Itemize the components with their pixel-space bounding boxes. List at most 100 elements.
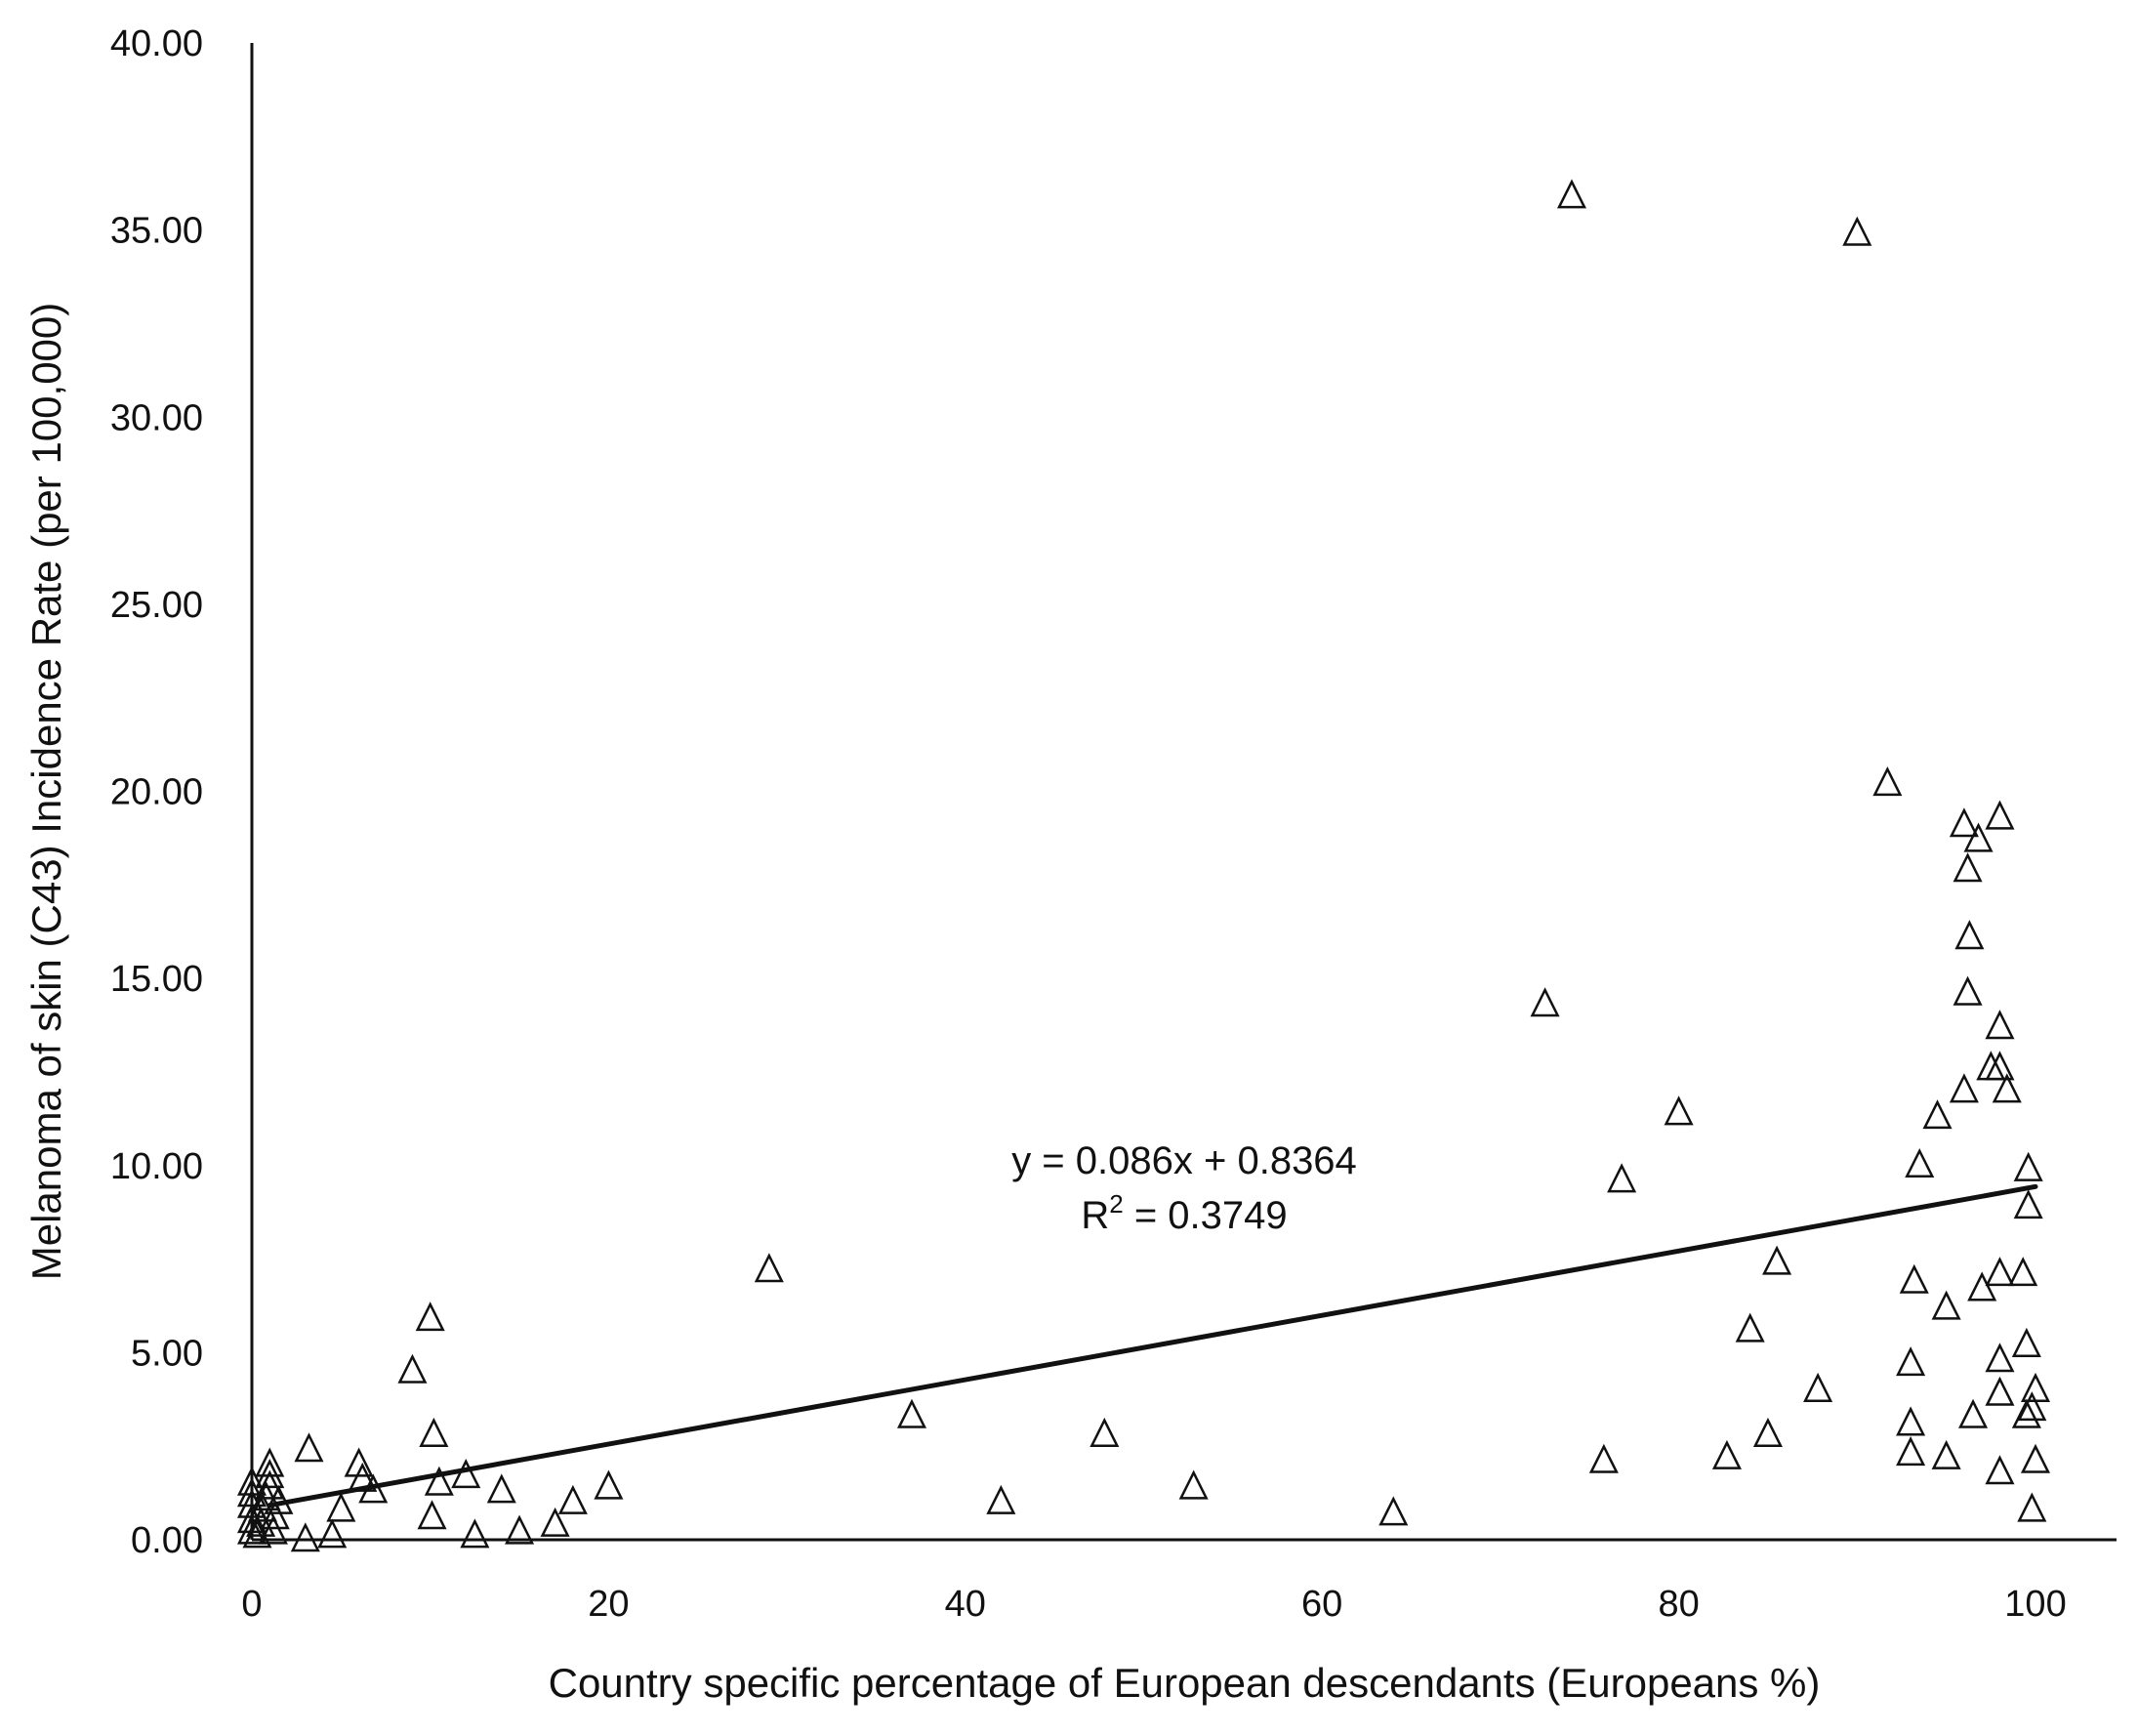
data-point: [1976, 1051, 2006, 1081]
y-tick-label: 40.00: [110, 23, 203, 64]
data-point: [255, 1447, 285, 1477]
data-point: [1985, 800, 2015, 830]
data-point: [1178, 1469, 1209, 1500]
data-point: [1711, 1439, 1742, 1469]
data-point: [557, 1484, 588, 1514]
data-point: [290, 1522, 320, 1552]
data-point: [1985, 1455, 2015, 1485]
data-point: [417, 1500, 447, 1530]
data-point: [451, 1459, 481, 1489]
data-point: [1985, 1051, 2015, 1081]
data-point: [236, 1477, 267, 1508]
data-point: [424, 1466, 454, 1496]
data-point: [236, 1514, 267, 1545]
trendline-equation: y = 0.086x + 0.8364: [1011, 1139, 1357, 1182]
data-point: [754, 1253, 784, 1283]
data-point: [2020, 1443, 2051, 1473]
data-point: [344, 1447, 374, 1477]
data-point: [2008, 1257, 2038, 1287]
data-point: [2011, 1327, 2041, 1357]
y-axis-tick-labels: 0.00 5.00 10.00 15.00 20.00 25.00 30.00 35.00 40…: [110, 23, 203, 1561]
x-axis-title: Country specific percentage of European …: [549, 1660, 1821, 1706]
data-point: [1949, 807, 1979, 838]
data-point: [1530, 987, 1560, 1017]
data-point: [896, 1398, 927, 1428]
x-tick-label: 80: [1658, 1584, 1699, 1625]
data-point: [294, 1432, 324, 1463]
trend-line: [267, 1183, 2038, 1509]
data-point: [486, 1473, 516, 1504]
data-point: [1992, 1073, 2022, 1103]
data-point: [255, 1469, 285, 1500]
x-tick-label: 0: [241, 1584, 262, 1625]
data-point: [1953, 852, 1983, 883]
data-point: [1958, 1398, 1989, 1428]
data-point: [2017, 1492, 2047, 1522]
x-tick-label: 60: [1301, 1584, 1342, 1625]
y-tick-label: 10.00: [110, 1146, 203, 1187]
data-point: [1985, 1376, 2015, 1406]
data-point: [397, 1353, 428, 1384]
data-point: [2011, 1398, 2041, 1428]
data-point: [1752, 1417, 1783, 1447]
data-point: [1842, 216, 1872, 246]
r-squared-superscript: 2: [1109, 1189, 1123, 1219]
x-axis-tick-labels: 0 20 40 60 80 100: [241, 1584, 2066, 1625]
data-point: [1762, 1245, 1792, 1275]
data-point: [1931, 1290, 1961, 1320]
x-tick-label: 100: [2004, 1584, 2066, 1625]
x-tick-label: 20: [588, 1584, 629, 1625]
data-point: [1954, 920, 1985, 950]
data-point: [1607, 1163, 1637, 1193]
data-point: [1985, 1010, 2015, 1040]
data-point: [1556, 179, 1587, 209]
r-squared-prefix: R: [1081, 1194, 1109, 1237]
y-axis-title: Melanoma of skin (C43) Incidence Rate (p…: [23, 303, 69, 1281]
x-tick-label: 40: [945, 1584, 986, 1625]
data-point: [1905, 1147, 1935, 1178]
data-point: [2020, 1372, 2051, 1402]
trendline-r-squared: R2 = 0.3749: [1081, 1189, 1287, 1237]
data-point: [1949, 1073, 1979, 1103]
data-point: [1985, 1343, 2015, 1373]
data-point: [540, 1507, 570, 1537]
data-point: [1953, 975, 1983, 1006]
data-point: [1896, 1406, 1926, 1436]
data-point: [2017, 1391, 2047, 1422]
data-point: [242, 1518, 272, 1549]
data-point: [1967, 1271, 1997, 1302]
data-point: [419, 1417, 449, 1447]
data-point: [1963, 822, 1994, 852]
y-tick-label: 15.00: [110, 959, 203, 1000]
data-point: [1896, 1436, 1926, 1467]
data-point: [236, 1466, 267, 1496]
y-tick-label: 5.00: [131, 1333, 203, 1374]
data-point: [1664, 1095, 1694, 1126]
data-point: [1803, 1372, 1833, 1402]
y-tick-label: 20.00: [110, 772, 203, 813]
data-point: [1931, 1439, 1961, 1469]
data-point: [260, 1500, 290, 1530]
data-point: [986, 1484, 1016, 1514]
data-point: [1985, 1257, 2015, 1287]
data-point: [317, 1518, 348, 1549]
y-tick-label: 25.00: [110, 585, 203, 626]
data-point: [1588, 1443, 1619, 1473]
y-tick-label: 30.00: [110, 397, 203, 438]
data-point: [1899, 1263, 1929, 1294]
r-squared-value: = 0.3749: [1124, 1194, 1288, 1237]
data-point: [505, 1514, 535, 1545]
data-point: [258, 1514, 288, 1545]
data-point: [251, 1481, 281, 1511]
data-point: [326, 1492, 356, 1522]
y-tick-label: 35.00: [110, 211, 203, 252]
data-point: [246, 1507, 276, 1537]
data-point: [460, 1518, 490, 1549]
data-points: [236, 179, 2051, 1552]
y-tick-label: 0.00: [131, 1520, 203, 1561]
data-point: [1872, 766, 1903, 797]
data-point: [2013, 1189, 2043, 1219]
data-point: [2013, 1151, 2043, 1181]
data-point: [594, 1469, 624, 1500]
